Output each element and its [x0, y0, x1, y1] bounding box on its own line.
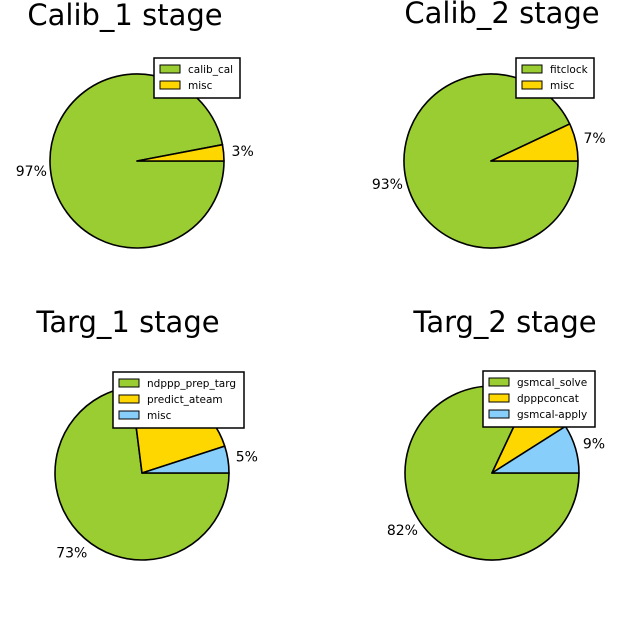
pie-slice-gsmcal_solve — [404, 385, 580, 561]
legend-label: ndppp_prep_targ — [147, 378, 236, 390]
legend-swatch — [118, 394, 140, 404]
chart-title: Calib_1 stage — [27, 0, 222, 32]
slice-percent-label: 97% — [16, 164, 47, 180]
slice-percent-label: 5% — [236, 449, 258, 465]
legend-swatch — [521, 80, 543, 90]
legend-label: gsmcal-apply — [517, 409, 587, 421]
slice-percent-label: 82% — [387, 523, 418, 539]
pie-slice-misc — [141, 445, 230, 474]
pie-chart-3: Targ_1 stage73%22%5%ndppp_prep_targpredi… — [35, 305, 258, 562]
legend-swatch — [118, 410, 140, 420]
legend-label: misc — [147, 410, 172, 422]
legend-label: gsmcal_solve — [517, 377, 587, 389]
chart-title: Calib_2 stage — [404, 0, 599, 30]
slice-percent-label: 93% — [372, 177, 403, 193]
legend-swatch — [159, 64, 181, 74]
legend-label: fitclock — [550, 64, 589, 76]
legend-swatch — [159, 80, 181, 90]
legend-label: dpppconcat — [517, 393, 579, 405]
legend-swatch — [488, 377, 510, 387]
slice-percent-label: 9% — [583, 436, 605, 452]
chart-title: Targ_1 stage — [35, 305, 219, 339]
pie-slice-misc — [490, 123, 579, 162]
slice-percent-label: 73% — [56, 546, 87, 562]
legend-swatch — [488, 393, 510, 403]
legend: gsmcal_solve dpppconcat gsmcal-apply — [482, 370, 596, 428]
slice-percent-label: 3% — [232, 144, 254, 160]
chart-title: Targ_2 stage — [412, 305, 596, 339]
legend: fitclock misc — [515, 57, 595, 99]
legend-label: misc — [550, 80, 575, 92]
pie-chart-4: Targ_2 stage82%9%9%gsmcal_solvedpppconca… — [387, 305, 605, 561]
legend-label: calib_cal — [188, 64, 233, 76]
pie-chart-2: Calib_2 stage 93% 7% fitclock misc — [372, 0, 606, 249]
pie-slice-misc — [136, 143, 225, 162]
legend-swatch — [118, 378, 140, 388]
legend-swatch — [488, 409, 510, 419]
slice-percent-label: 7% — [583, 131, 605, 147]
legend-swatch — [521, 64, 543, 74]
legend-label: predict_ateam — [147, 394, 223, 406]
legend-label: misc — [188, 80, 213, 92]
